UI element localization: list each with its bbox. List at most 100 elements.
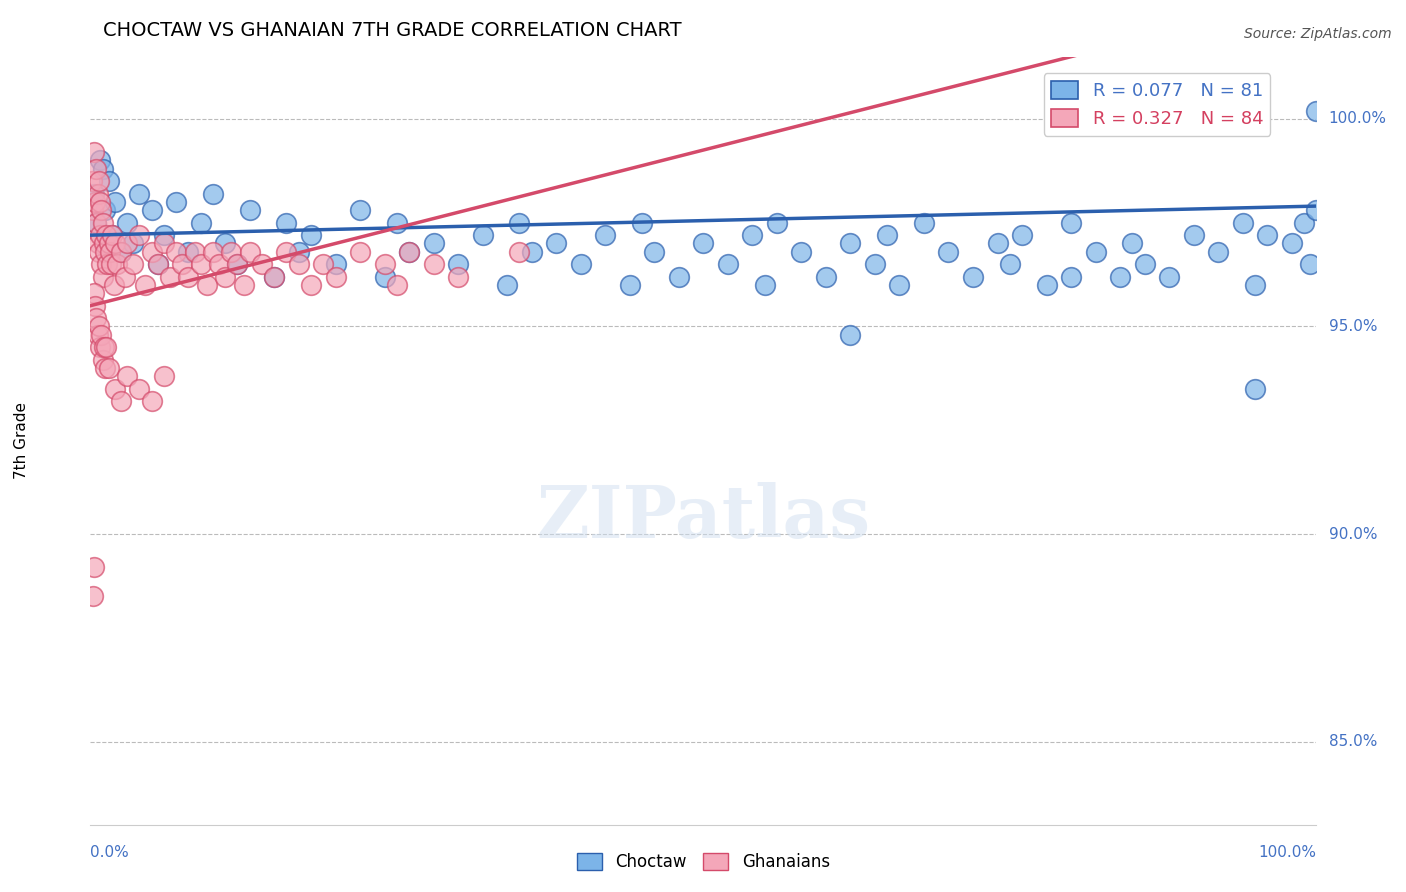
Point — [104, 194, 127, 209]
Point — [312, 257, 335, 271]
Point — [201, 186, 224, 201]
Point — [93, 340, 115, 354]
Point — [89, 340, 111, 354]
Point — [422, 257, 444, 271]
Point — [165, 244, 187, 259]
Point — [165, 194, 187, 209]
Text: 85.0%: 85.0% — [1329, 734, 1376, 749]
Point — [496, 277, 519, 292]
Text: Source: ZipAtlas.com: Source: ZipAtlas.com — [1244, 27, 1392, 41]
Point — [349, 203, 371, 218]
Point — [889, 277, 911, 292]
Point — [146, 257, 169, 271]
Point — [1060, 269, 1083, 284]
Point — [631, 216, 654, 230]
Point — [1159, 269, 1181, 284]
Point — [1035, 277, 1057, 292]
Text: 7th Grade: 7th Grade — [14, 402, 30, 479]
Point — [287, 244, 309, 259]
Point — [86, 311, 108, 326]
Text: 95.0%: 95.0% — [1329, 319, 1376, 334]
Point — [692, 236, 714, 251]
Point — [1011, 228, 1033, 243]
Point — [668, 269, 690, 284]
Point — [299, 277, 322, 292]
Point — [87, 244, 110, 259]
Point — [86, 186, 108, 201]
Point — [619, 277, 641, 292]
Point — [986, 236, 1008, 251]
Point — [96, 228, 118, 243]
Point — [239, 203, 262, 218]
Point — [97, 361, 120, 376]
Point — [508, 244, 530, 259]
Point — [101, 228, 124, 243]
Point — [94, 361, 117, 376]
Point — [190, 216, 212, 230]
Point — [128, 382, 150, 396]
Point — [208, 257, 231, 271]
Point — [1256, 228, 1278, 243]
Point — [398, 244, 420, 259]
Text: 90.0%: 90.0% — [1329, 526, 1376, 541]
Point — [814, 269, 837, 284]
Text: 100.0%: 100.0% — [1329, 112, 1386, 127]
Point — [177, 244, 200, 259]
Point — [104, 236, 127, 251]
Point — [876, 228, 898, 243]
Point — [89, 153, 111, 168]
Point — [93, 236, 115, 251]
Point — [863, 257, 886, 271]
Point — [97, 174, 120, 188]
Point — [190, 257, 212, 271]
Point — [83, 286, 105, 301]
Point — [87, 174, 110, 188]
Point — [325, 257, 347, 271]
Point — [1206, 244, 1229, 259]
Point — [287, 257, 309, 271]
Point — [141, 203, 163, 218]
Point — [90, 327, 112, 342]
Point — [1244, 277, 1267, 292]
Point — [84, 194, 107, 209]
Point — [912, 216, 935, 230]
Point — [374, 257, 396, 271]
Point — [90, 257, 112, 271]
Point — [263, 269, 285, 284]
Point — [471, 228, 494, 243]
Point — [82, 589, 104, 603]
Point — [938, 244, 960, 259]
Point — [172, 257, 194, 271]
Point — [101, 228, 124, 243]
Point — [569, 257, 592, 271]
Point — [110, 394, 132, 409]
Point — [422, 236, 444, 251]
Point — [94, 244, 117, 259]
Point — [1232, 216, 1254, 230]
Point — [114, 269, 136, 284]
Point — [141, 394, 163, 409]
Point — [83, 145, 105, 160]
Point — [385, 216, 408, 230]
Point — [153, 228, 176, 243]
Point — [83, 186, 105, 201]
Point — [239, 244, 262, 259]
Point — [214, 236, 236, 251]
Point — [96, 257, 118, 271]
Point — [1299, 257, 1322, 271]
Point — [104, 382, 127, 396]
Point — [1084, 244, 1107, 259]
Point — [741, 228, 763, 243]
Point — [374, 269, 396, 284]
Point — [643, 244, 665, 259]
Point — [86, 216, 108, 230]
Point — [115, 216, 138, 230]
Point — [86, 216, 108, 230]
Point — [128, 186, 150, 201]
Text: 100.0%: 100.0% — [1258, 846, 1316, 860]
Point — [520, 244, 543, 259]
Point — [385, 277, 408, 292]
Point — [1281, 236, 1303, 251]
Point — [1060, 216, 1083, 230]
Point — [110, 244, 132, 259]
